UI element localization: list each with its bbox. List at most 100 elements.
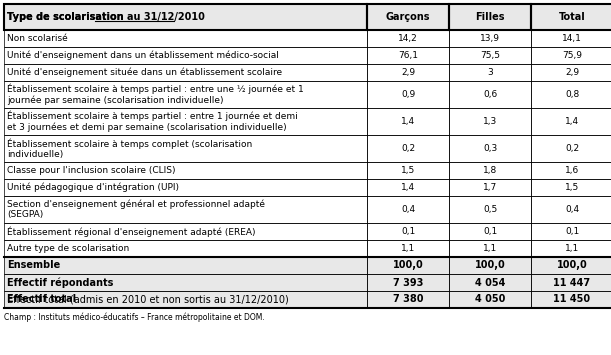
Text: Unité d'enseignement dans un établissement médico-social: Unité d'enseignement dans un établisseme…	[7, 51, 279, 60]
Text: 1,4: 1,4	[401, 117, 415, 126]
Bar	[4, 196, 367, 223]
Bar	[449, 4, 531, 30]
Bar	[367, 257, 449, 274]
Bar	[531, 108, 611, 135]
Text: 7 393: 7 393	[393, 278, 423, 288]
Text: 0,4: 0,4	[565, 205, 579, 214]
Bar	[531, 135, 611, 162]
Bar	[531, 257, 611, 274]
Text: 1,5: 1,5	[401, 166, 415, 175]
Text: 1,1: 1,1	[401, 244, 415, 253]
Bar	[4, 64, 367, 81]
Bar	[367, 30, 449, 47]
Bar	[367, 4, 449, 30]
Bar	[449, 135, 531, 162]
Text: 0,3: 0,3	[483, 144, 497, 153]
Text: 2,9: 2,9	[565, 68, 579, 77]
Bar	[367, 64, 449, 81]
Text: 4 050: 4 050	[475, 295, 505, 305]
Bar	[531, 30, 611, 47]
Text: 1,4: 1,4	[565, 117, 579, 126]
Text: 0,5: 0,5	[483, 205, 497, 214]
Bar	[4, 81, 367, 108]
Text: Autre type de scolarisation: Autre type de scolarisation	[7, 244, 130, 253]
Bar	[449, 108, 531, 135]
Bar	[531, 47, 611, 64]
Bar	[4, 291, 367, 308]
Bar	[367, 81, 449, 108]
Bar	[4, 257, 367, 274]
Bar	[449, 223, 531, 240]
Bar	[449, 291, 531, 308]
Bar	[4, 47, 367, 64]
Text: 0,1: 0,1	[401, 227, 415, 236]
Bar	[4, 30, 367, 47]
Text: Type de scolarisation: Type de scolarisation	[7, 12, 127, 22]
Bar	[531, 240, 611, 257]
Bar	[531, 4, 611, 30]
Bar	[367, 291, 449, 308]
Bar	[4, 240, 367, 257]
Bar	[531, 64, 611, 81]
Bar	[367, 47, 449, 64]
Bar	[4, 81, 367, 108]
Text: 1,3: 1,3	[483, 117, 497, 126]
Text: 1,8: 1,8	[483, 166, 497, 175]
Bar	[367, 179, 449, 196]
Bar	[531, 291, 611, 308]
Text: 0,1: 0,1	[565, 227, 579, 236]
Text: 0,4: 0,4	[401, 205, 415, 214]
Bar	[4, 291, 367, 308]
Bar	[367, 108, 449, 135]
Text: Effectif total (admis en 2010 et non sortis au 31/12/2010): Effectif total (admis en 2010 et non sor…	[7, 295, 289, 305]
Bar	[367, 30, 449, 47]
Bar	[449, 81, 531, 108]
Text: Établissement scolaire à temps partiel : entre 1 journée et demi
et 3 journées e: Établissement scolaire à temps partiel :…	[7, 111, 298, 132]
Text: 100,0: 100,0	[475, 261, 505, 271]
Bar	[449, 291, 531, 308]
Bar	[449, 64, 531, 81]
Bar	[449, 64, 531, 81]
Bar	[367, 257, 449, 274]
Bar	[531, 240, 611, 257]
Bar	[449, 162, 531, 179]
Bar	[449, 240, 531, 257]
Bar	[367, 196, 449, 223]
Text: 13,9: 13,9	[480, 34, 500, 43]
Text: 11 450: 11 450	[554, 295, 591, 305]
Bar	[531, 196, 611, 223]
Bar	[4, 274, 367, 291]
Bar	[367, 274, 449, 291]
Bar	[449, 47, 531, 64]
Bar	[449, 81, 531, 108]
Bar	[4, 47, 367, 64]
Bar	[367, 108, 449, 135]
Bar	[4, 179, 367, 196]
Bar	[367, 179, 449, 196]
Bar	[449, 196, 531, 223]
Bar	[367, 64, 449, 81]
Bar	[367, 162, 449, 179]
Bar	[4, 179, 367, 196]
Bar	[531, 4, 611, 30]
Bar	[531, 135, 611, 162]
Text: Établissement scolaire à temps partiel : entre une ½ journée et 1
journée par se: Établissement scolaire à temps partiel :…	[7, 84, 304, 105]
Bar	[4, 30, 367, 47]
Bar	[4, 223, 367, 240]
Text: Non scolarisé: Non scolarisé	[7, 34, 68, 43]
Bar	[4, 240, 367, 257]
Bar	[449, 257, 531, 274]
Bar	[4, 223, 367, 240]
Bar	[4, 162, 367, 179]
Bar	[449, 196, 531, 223]
Bar	[449, 47, 531, 64]
Text: Total: Total	[558, 12, 585, 22]
Bar	[449, 30, 531, 47]
Text: 1,1: 1,1	[565, 244, 579, 253]
Text: Champ : Instituts médico-éducatifs – France métropolitaine et DOM.: Champ : Instituts médico-éducatifs – Fra…	[4, 312, 265, 322]
Bar	[367, 240, 449, 257]
Text: Ensemble: Ensemble	[7, 261, 60, 271]
Bar	[367, 274, 449, 291]
Text: 0,2: 0,2	[401, 144, 415, 153]
Bar	[367, 135, 449, 162]
